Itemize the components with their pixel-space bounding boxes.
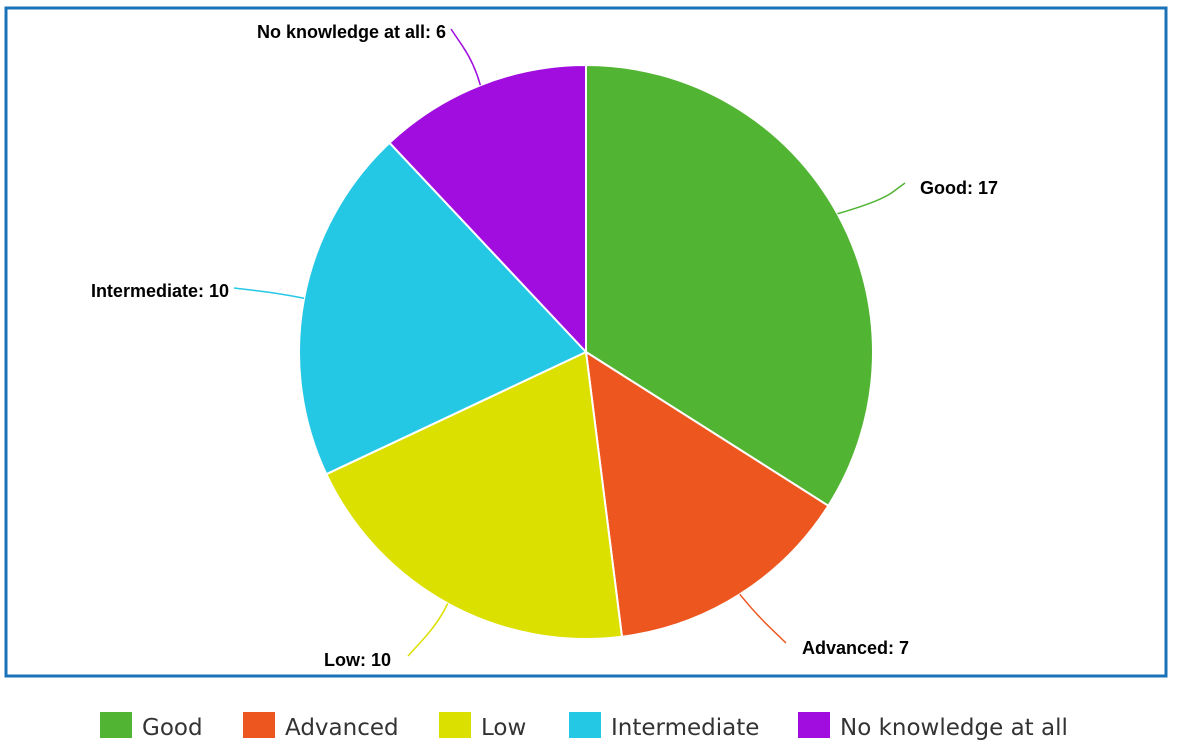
pie-slice-intermediate[interactable] <box>298 141 588 476</box>
legend-swatch <box>243 712 275 738</box>
legend-item-no-knowledge-at-all[interactable]: No knowledge at all <box>798 712 1068 741</box>
data-label-intermediate: Intermediate: 10 <box>91 281 229 301</box>
leader-line <box>450 28 482 86</box>
legend-swatch <box>439 712 471 738</box>
legend-label: No knowledge at all <box>840 715 1068 741</box>
legend-item-advanced[interactable]: Advanced <box>243 712 399 741</box>
legend-item-intermediate[interactable]: Intermediate <box>569 712 759 741</box>
pie-slice-advanced[interactable] <box>584 350 830 638</box>
pie-slice-low[interactable] <box>324 350 624 640</box>
legend-item-low[interactable]: Low <box>439 712 526 741</box>
legend-label: Advanced <box>285 715 399 741</box>
legend: Good Advanced Low Intermediate No knowledge … <box>100 712 1068 741</box>
legend-label: Good <box>142 715 203 741</box>
leader-line <box>837 182 906 215</box>
legend-item-good[interactable]: Good <box>100 712 203 741</box>
leader-lines <box>233 28 906 657</box>
data-label-good: Good: 17 <box>920 178 998 198</box>
legend-label: Intermediate <box>611 715 759 741</box>
legend-swatch <box>569 712 601 738</box>
legend-label: Low <box>481 715 526 741</box>
leader-line <box>407 603 449 657</box>
legend-swatch <box>798 712 830 738</box>
data-labels: Good: 17 Advanced: 7 Low: 10 Intermediate: … <box>91 22 998 670</box>
legend-swatch <box>100 712 132 738</box>
data-label-advanced: Advanced: 7 <box>802 638 909 658</box>
leader-line <box>233 287 305 299</box>
pie-slice-good[interactable] <box>585 63 874 508</box>
leader-line <box>739 593 787 644</box>
data-label-no-knowledge-at-all: No knowledge at all: 6 <box>257 22 446 42</box>
pie-slices <box>298 63 874 640</box>
data-label-low: Low: 10 <box>324 650 391 670</box>
